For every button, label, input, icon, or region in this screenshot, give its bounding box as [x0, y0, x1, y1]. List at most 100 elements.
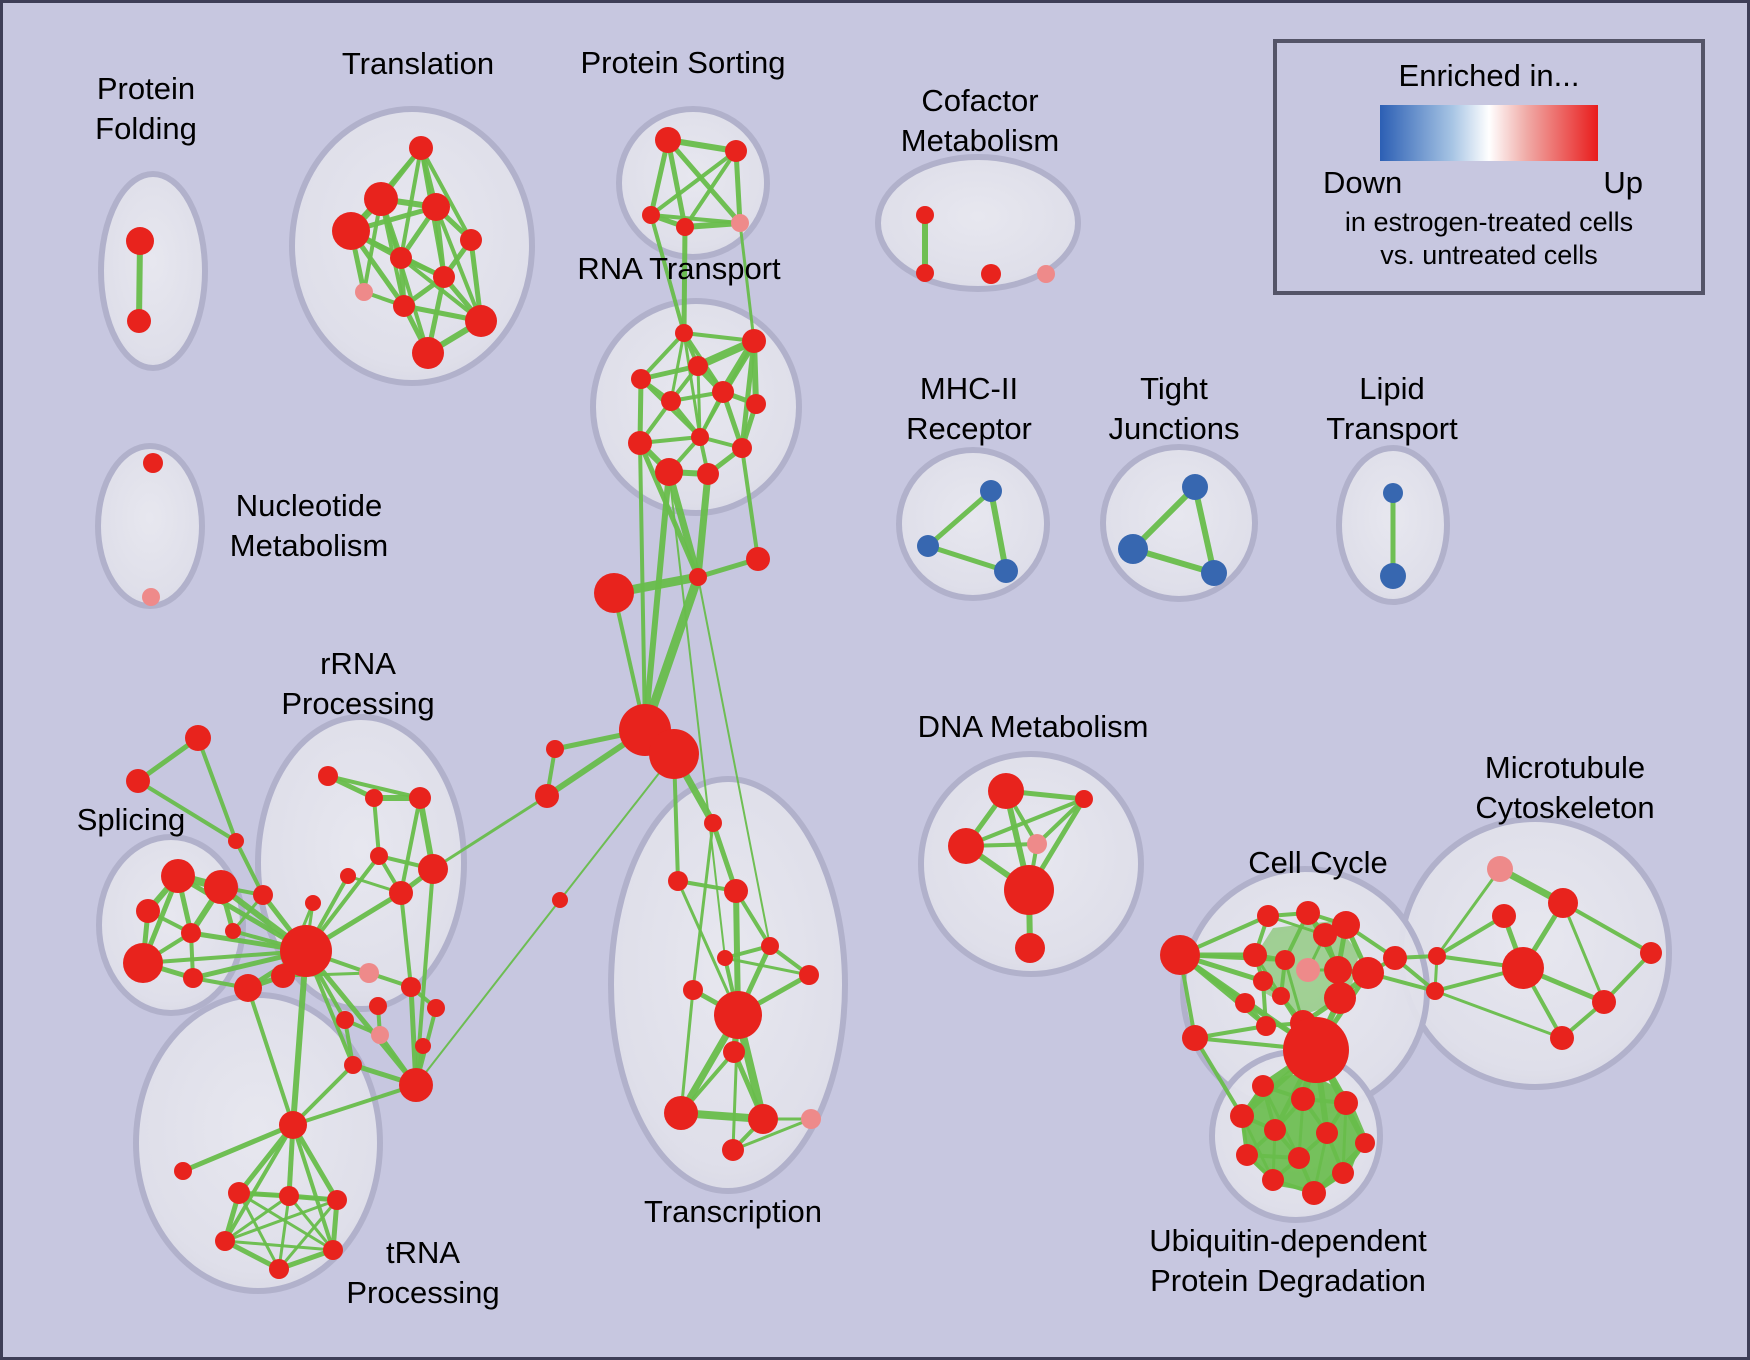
edge-tn3-tn6 [277, 1198, 339, 1271]
node-sn2 [535, 784, 559, 808]
node-rrO [344, 1056, 362, 1074]
edge-c5-txh [676, 879, 740, 1017]
network-canvas: Protein Folding Translation Protein Sorting… [77, 45, 1672, 1310]
cluster-transcription [608, 776, 848, 1194]
edge-tnh-rrO [291, 1063, 355, 1127]
edge-ps2-ps4 [683, 149, 738, 229]
node-cc13 [1324, 982, 1356, 1014]
edge-tnh-rrP [291, 1083, 418, 1127]
node-tx6 [722, 1139, 744, 1161]
node-ps2 [725, 140, 747, 162]
node-rrM [371, 1026, 389, 1044]
node-cf2 [916, 264, 934, 282]
node-tx10 [799, 965, 819, 985]
node-ps4 [676, 218, 694, 236]
edge-dn2-dn3 [964, 797, 1086, 848]
node-pk1 [359, 963, 379, 983]
edge-tn4-tn6 [222, 1238, 282, 1272]
node-pf2 [127, 309, 151, 333]
node-cc5 [1332, 911, 1360, 939]
cluster-nucleotide-metabolism [95, 443, 205, 609]
cluster-label-translation: Translation [342, 46, 494, 81]
cluster-dna-metabolism [918, 751, 1144, 977]
node-t9 [393, 295, 415, 317]
edge-ps1-ps5 [665, 137, 743, 226]
node-ub9 [1288, 1147, 1310, 1169]
node-sp10 [253, 885, 273, 905]
node-mt5 [1640, 942, 1662, 964]
cluster-label-protein-folding-line2: Folding [95, 111, 197, 146]
node-ub12 [1302, 1181, 1326, 1205]
node-ps5 [731, 214, 749, 232]
node-t4 [332, 212, 370, 250]
node-cc1 [1160, 935, 1200, 975]
node-cc7 [1243, 943, 1267, 967]
edge-mt3-mtA [1435, 914, 1506, 958]
edge-rrC-rrG [399, 796, 422, 895]
node-sp3 [136, 899, 160, 923]
edge-mt7-mtB [1433, 989, 1564, 1040]
node-cc6 [1313, 923, 1337, 947]
cluster-labels-layer: Protein Folding Translation Protein Sorting… [77, 45, 1655, 1310]
edge-ps5-rt2 [738, 221, 756, 343]
node-cf4 [1037, 265, 1055, 283]
node-tn4 [215, 1231, 235, 1251]
edge-rt8-h1 [638, 441, 647, 732]
edge-cn1-c4 [697, 576, 771, 947]
node-rt6 [712, 381, 734, 403]
edge-mh1-mh2 [925, 488, 994, 549]
edge-mt2-mt6 [1561, 901, 1606, 1004]
node-rt2 [742, 329, 766, 353]
node-rrN [415, 1038, 431, 1054]
node-spC [228, 833, 244, 849]
node-cc11 [1253, 971, 1273, 991]
edge-tnh-tn1 [236, 1122, 296, 1196]
node-mt2 [1548, 888, 1578, 918]
nodes-layer [123, 127, 1662, 1279]
node-cf1 [916, 206, 934, 224]
node-rt1 [675, 324, 693, 342]
node-cn1 [689, 568, 707, 586]
node-rt10 [732, 438, 752, 458]
edge-rt2-rt10 [739, 338, 757, 451]
node-rrG [389, 881, 413, 905]
edge-ps4-rt1 [681, 224, 688, 336]
edge-hub-rrP [303, 948, 419, 1088]
node-rrB [365, 789, 383, 807]
node-t2 [364, 182, 398, 216]
node-cc2 [1182, 1025, 1208, 1051]
edge-sp6-hub [141, 949, 308, 965]
edge-tn4-tn5 [223, 1239, 335, 1252]
edge-sn2-rrF [431, 794, 549, 871]
node-ub4 [1230, 1104, 1254, 1128]
edge-rt3-rt9 [696, 364, 702, 439]
node-cch [1283, 1017, 1349, 1083]
node-tx3 [664, 1096, 698, 1130]
edge-tn2-tn6 [277, 1194, 291, 1271]
node-cc10 [1324, 956, 1352, 984]
node-dn5 [1004, 865, 1054, 915]
node-rrA [318, 766, 338, 786]
node-tj2 [1118, 534, 1148, 564]
cluster-tight-junctions [1100, 444, 1258, 602]
edge-rt10-cn2 [740, 446, 760, 561]
node-c2 [724, 879, 748, 903]
edge-c1-c3 [691, 821, 715, 992]
node-c3 [683, 980, 703, 1000]
node-tx4 [748, 1104, 778, 1134]
node-txh [714, 991, 762, 1039]
node-rrF [418, 854, 448, 884]
cluster-label-ubiquitin-degradation-line2: Protein Degradation [1150, 1263, 1426, 1298]
edge-rrB-rrD [372, 796, 381, 858]
node-sp5 [225, 923, 241, 939]
node-t8 [355, 283, 373, 301]
node-tn1 [228, 1182, 250, 1204]
edge-mh2-mh3 [925, 543, 1009, 574]
node-ub5 [1264, 1119, 1286, 1141]
node-dn4 [1027, 834, 1047, 854]
node-tnh [279, 1111, 307, 1139]
node-t11 [412, 337, 444, 369]
node-rrD [370, 847, 388, 865]
node-mt7 [1550, 1026, 1574, 1050]
